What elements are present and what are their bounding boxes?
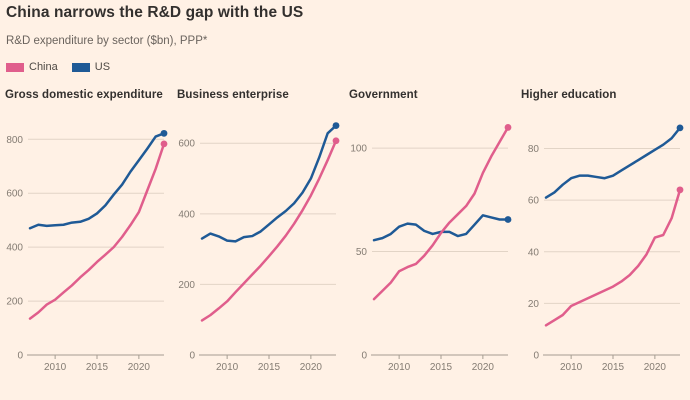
y-tick-label-100: 100	[350, 144, 367, 155]
y-tick-label-200: 200	[178, 280, 195, 291]
legend-label-us: US	[94, 61, 111, 73]
us-line	[544, 126, 682, 199]
china-end-dot	[504, 124, 512, 131]
legend-item-us: US	[71, 61, 111, 73]
y-tick-label-50: 50	[356, 247, 368, 258]
x-tick-label-2020: 2020	[300, 362, 323, 373]
x-tick-label-2020: 2020	[644, 362, 667, 373]
y-tick-label-400: 400	[6, 243, 23, 254]
y-tick-label-600: 600	[6, 189, 23, 200]
y-tick-label-600: 600	[178, 139, 195, 150]
us-line	[28, 132, 166, 230]
x-tick-label-2015: 2015	[602, 362, 625, 373]
y-tick-label-0: 0	[361, 351, 367, 362]
x-tick-label-2010: 2010	[388, 362, 411, 373]
y-tick-label-0: 0	[17, 351, 23, 362]
legend: China US	[6, 61, 680, 73]
china-end-dot	[160, 140, 168, 148]
x-tick-label-2010: 2010	[44, 362, 67, 373]
y-tick-label-40: 40	[528, 247, 540, 258]
china-line	[372, 126, 510, 301]
us-line	[200, 124, 338, 243]
china-line	[544, 188, 682, 327]
panel-higher-education: Higher education 0 20 40 60 80 2010 2015 2020	[520, 89, 684, 381]
chart-higher-education: 0 20 40 60 80 2010 2015 2020	[528, 124, 684, 373]
y-tick-label-60: 60	[528, 196, 540, 207]
y-tick-label-80: 80	[528, 144, 540, 155]
legend-label-china: China	[29, 61, 58, 73]
china-end-dot	[332, 137, 340, 145]
panel-gross-domestic-expenditure: Gross domestic expenditure 0 200 400 600 800…	[4, 89, 168, 381]
x-tick-label-2010: 2010	[560, 362, 583, 373]
small-multiples-row: Gross domestic expenditure 0 200 400 600 800…	[0, 89, 690, 381]
us-line	[372, 214, 510, 242]
y-tick-label-400: 400	[178, 209, 195, 220]
y-tick-label-800: 800	[6, 135, 23, 146]
x-tick-label-2015: 2015	[258, 362, 281, 373]
us-end-dot	[160, 129, 168, 137]
y-tick-label-0: 0	[533, 351, 539, 362]
chart-business-enterprise: 0 200 400 600 2010 2015 2020	[178, 122, 340, 373]
x-tick-label-2015: 2015	[86, 362, 109, 373]
us-end-dot	[504, 216, 512, 223]
page-subtitle: R&D expenditure by sector ($bn), PPP*	[6, 35, 208, 47]
china-swatch	[6, 62, 24, 72]
chart-government: 0 50 100 2010 2015 2020	[350, 124, 512, 373]
y-tick-label-20: 20	[528, 299, 540, 310]
us-end-dot	[676, 124, 684, 132]
x-tick-label-2010: 2010	[216, 362, 239, 373]
china-line	[28, 142, 166, 320]
y-tick-label-0: 0	[189, 351, 195, 362]
us-swatch	[71, 62, 90, 72]
legend-item-china: China	[6, 61, 58, 73]
y-tick-label-200: 200	[6, 297, 23, 308]
us-end-dot	[332, 122, 340, 129]
panel-business-enterprise: Business enterprise 0 200 400 600 2010 2015 20…	[176, 89, 340, 381]
page-title: China narrows the R&D gap with the US	[6, 4, 304, 21]
china-end-dot	[676, 186, 684, 194]
panel-government: Government 0 50 100 2010 2015 2020	[348, 89, 512, 381]
panel-title: Gross domestic expenditure	[5, 89, 163, 101]
chart-header: China narrows the R&D gap with the US R&…	[0, 0, 690, 73]
panel-title: Business enterprise	[177, 89, 289, 101]
x-tick-label-2020: 2020	[128, 362, 151, 373]
panel-title: Government	[349, 89, 418, 101]
chart-gross-domestic-expenditure: 0 200 400 600 800 2010 2015 2020	[6, 129, 168, 373]
china-line	[200, 139, 338, 322]
panel-title: Higher education	[521, 89, 617, 101]
x-tick-label-2020: 2020	[472, 362, 495, 373]
x-tick-label-2015: 2015	[430, 362, 453, 373]
